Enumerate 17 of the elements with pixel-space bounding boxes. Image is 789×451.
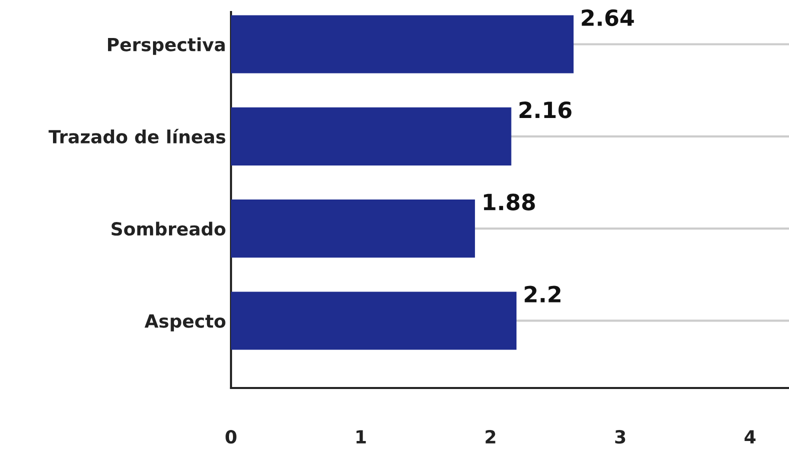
data-label: 2.16 [520,101,572,118]
y-tick-label: Aspecto [144,314,226,332]
bar [231,107,512,166]
bar [231,292,516,350]
x-tick-label: 1 [356,430,366,444]
data-label: 2.2 [524,286,560,302]
y-tick-label: Trazado de líneas [48,128,226,144]
x-tick-label: 0 [226,430,236,444]
x-tick-label: 3 [615,430,626,444]
x-tick-label: 4 [744,430,756,444]
bar [231,200,475,258]
bar [231,15,574,74]
data-label: 1.88 [484,194,535,210]
y-tick-label: Perspectiva [108,37,225,55]
data-label: 2.64 [582,9,634,26]
x-tick-label: 2 [486,430,496,444]
y-tick-label: Sombreado [112,222,226,236]
